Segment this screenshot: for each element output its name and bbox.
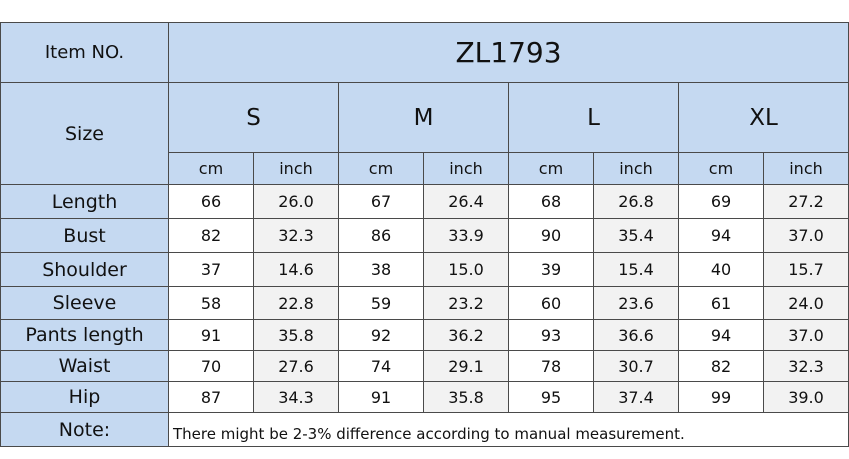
value-cell: 60 xyxy=(508,286,594,320)
unit-header: inch xyxy=(763,152,849,185)
value-cell: 87 xyxy=(168,381,254,413)
size-header: XL xyxy=(678,82,849,153)
value-cell: 27.6 xyxy=(253,350,339,382)
value-cell: 70 xyxy=(168,350,254,382)
value-cell: 82 xyxy=(168,218,254,253)
value-cell: 40 xyxy=(678,252,764,287)
unit-header: cm xyxy=(338,152,424,185)
note-text: There might be 2-3% difference according… xyxy=(168,412,849,447)
value-cell: 58 xyxy=(168,286,254,320)
value-cell: 39 xyxy=(508,252,594,287)
value-cell: 32.3 xyxy=(253,218,339,253)
value-cell: 36.2 xyxy=(423,319,509,351)
value-cell: 91 xyxy=(338,381,424,413)
value-cell: 59 xyxy=(338,286,424,320)
value-cell: 37.4 xyxy=(593,381,679,413)
unit-header: inch xyxy=(423,152,509,185)
value-cell: 69 xyxy=(678,184,764,219)
value-cell: 14.6 xyxy=(253,252,339,287)
note-label: Note: xyxy=(0,412,169,447)
value-cell: 91 xyxy=(168,319,254,351)
value-cell: 61 xyxy=(678,286,764,320)
value-cell: 37 xyxy=(168,252,254,287)
value-cell: 35.4 xyxy=(593,218,679,253)
value-cell: 29.1 xyxy=(423,350,509,382)
value-cell: 33.9 xyxy=(423,218,509,253)
value-cell: 67 xyxy=(338,184,424,219)
value-cell: 26.0 xyxy=(253,184,339,219)
row-label: Length xyxy=(0,184,169,219)
value-cell: 66 xyxy=(168,184,254,219)
size-header: L xyxy=(508,82,679,153)
item-value: ZL1793 xyxy=(168,22,849,83)
value-cell: 94 xyxy=(678,319,764,351)
unit-header: cm xyxy=(508,152,594,185)
value-cell: 27.2 xyxy=(763,184,849,219)
value-cell: 23.2 xyxy=(423,286,509,320)
row-label: Waist xyxy=(0,350,169,382)
value-cell: 68 xyxy=(508,184,594,219)
value-cell: 36.6 xyxy=(593,319,679,351)
size-header: M xyxy=(338,82,509,153)
unit-header: inch xyxy=(253,152,339,185)
value-cell: 74 xyxy=(338,350,424,382)
value-cell: 24.0 xyxy=(763,286,849,320)
value-cell: 37.0 xyxy=(763,218,849,253)
unit-header: cm xyxy=(168,152,254,185)
value-cell: 78 xyxy=(508,350,594,382)
value-cell: 92 xyxy=(338,319,424,351)
value-cell: 94 xyxy=(678,218,764,253)
value-cell: 15.4 xyxy=(593,252,679,287)
value-cell: 86 xyxy=(338,218,424,253)
value-cell: 95 xyxy=(508,381,594,413)
value-cell: 38 xyxy=(338,252,424,287)
value-cell: 15.7 xyxy=(763,252,849,287)
value-cell: 15.0 xyxy=(423,252,509,287)
value-cell: 34.3 xyxy=(253,381,339,413)
size-label: Size xyxy=(0,82,169,185)
value-cell: 82 xyxy=(678,350,764,382)
value-cell: 35.8 xyxy=(423,381,509,413)
unit-header: cm xyxy=(678,152,764,185)
value-cell: 93 xyxy=(508,319,594,351)
value-cell: 35.8 xyxy=(253,319,339,351)
row-label: Pants length xyxy=(0,319,169,351)
value-cell: 99 xyxy=(678,381,764,413)
value-cell: 37.0 xyxy=(763,319,849,351)
value-cell: 90 xyxy=(508,218,594,253)
size-header: S xyxy=(168,82,339,153)
row-label: Shoulder xyxy=(0,252,169,287)
item-label: Item NO. xyxy=(0,22,169,83)
value-cell: 32.3 xyxy=(763,350,849,382)
value-cell: 26.4 xyxy=(423,184,509,219)
value-cell: 30.7 xyxy=(593,350,679,382)
row-label: Bust xyxy=(0,218,169,253)
value-cell: 39.0 xyxy=(763,381,849,413)
row-label: Hip xyxy=(0,381,169,413)
unit-header: inch xyxy=(593,152,679,185)
value-cell: 22.8 xyxy=(253,286,339,320)
value-cell: 26.8 xyxy=(593,184,679,219)
row-label: Sleeve xyxy=(0,286,169,320)
value-cell: 23.6 xyxy=(593,286,679,320)
